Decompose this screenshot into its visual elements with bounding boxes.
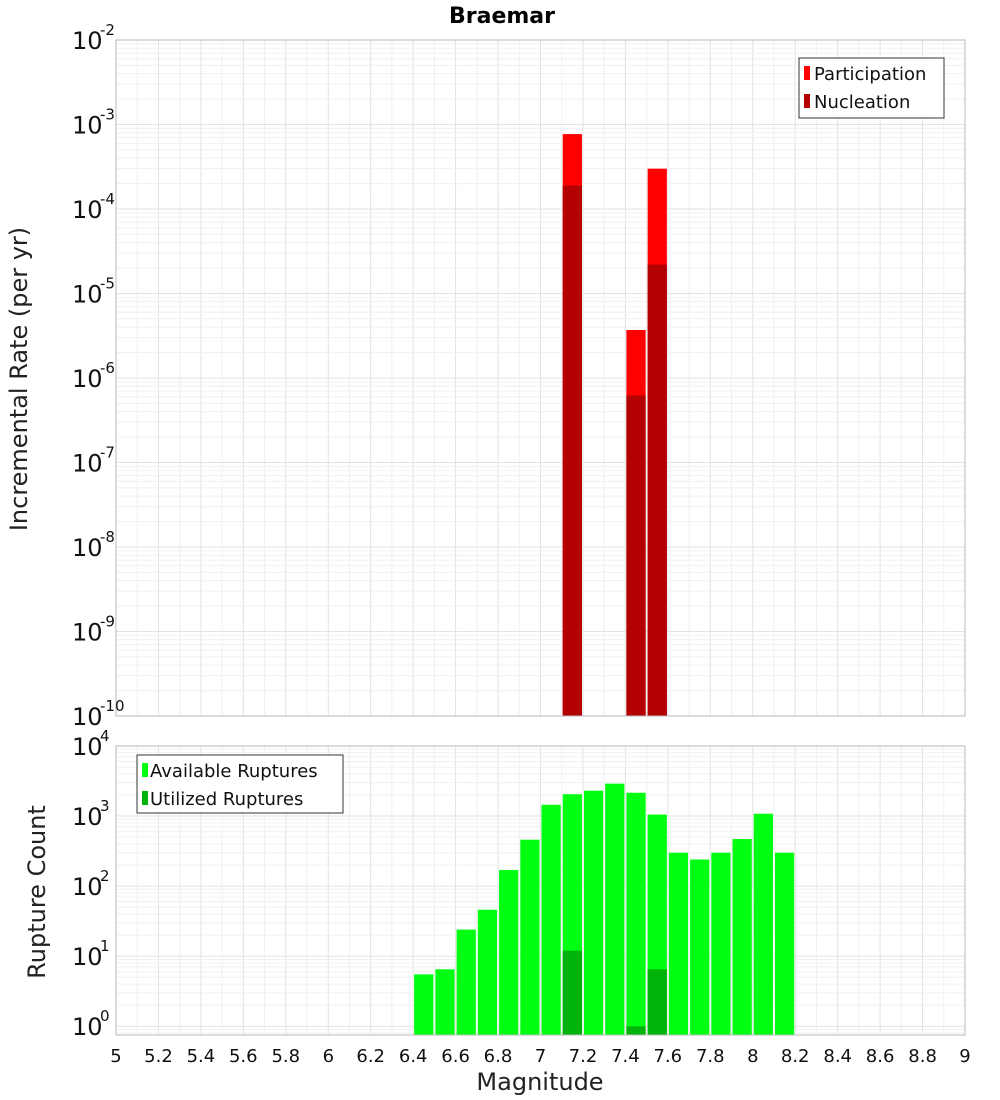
legend-label-available-ruptures: Available Ruptures	[150, 761, 318, 782]
count-bar-available-ruptures	[605, 783, 625, 1035]
count-bar-available-ruptures	[690, 859, 710, 1035]
y-tick-exponent: -2	[100, 21, 115, 39]
legend-label-utilized-ruptures: Utilized Ruptures	[150, 789, 303, 810]
x-tick-label: 8.4	[823, 1046, 852, 1067]
y-tick-exponent: 0	[100, 1007, 110, 1025]
y-tick-label: 10	[72, 281, 103, 309]
x-tick-label: 7.2	[569, 1046, 598, 1067]
count-bar-available-ruptures	[626, 792, 646, 1035]
x-tick-label: 5.4	[187, 1046, 216, 1067]
x-tick-label: 7.6	[653, 1046, 682, 1067]
y-tick-exponent: -6	[100, 359, 115, 377]
y-tick-exponent: -7	[100, 444, 115, 462]
y-tick-label: 10	[72, 450, 103, 478]
count-bar-available-ruptures	[583, 790, 604, 1035]
y-tick-label: 10	[72, 112, 103, 140]
legend-swatch-nucleation	[804, 94, 810, 108]
x-tick-label: 8.8	[908, 1046, 937, 1067]
x-tick-label: 7.8	[696, 1046, 725, 1067]
count-bar-available-ruptures	[477, 909, 498, 1035]
count-bar-available-ruptures	[435, 969, 455, 1035]
count-bar-available-ruptures	[732, 839, 752, 1035]
count-bar-utilized-ruptures	[626, 1026, 646, 1035]
count-bar-available-ruptures	[541, 804, 561, 1035]
y-tick-exponent: -8	[100, 528, 115, 546]
y-tick-label: 10	[72, 703, 103, 731]
legend-swatch-available-ruptures	[142, 763, 148, 777]
count-bars	[414, 783, 795, 1035]
x-tick-label: 5	[110, 1046, 121, 1067]
y-tick-exponent: -4	[100, 190, 115, 208]
count-plot-frame	[115, 745, 966, 1036]
y-tick-label: 10	[72, 196, 103, 224]
count-bar-available-ruptures	[499, 869, 519, 1035]
y-tick-exponent: 4	[100, 727, 110, 745]
x-tick-label: 6.8	[484, 1046, 513, 1067]
y-tick-label: 10	[72, 534, 103, 562]
count-bar-available-ruptures	[774, 852, 795, 1035]
x-tick-label: 8.6	[866, 1046, 895, 1067]
y-tick-exponent: -9	[100, 613, 115, 631]
x-axis-label: Magnitude	[476, 1068, 603, 1096]
rate-bar-nucleation	[626, 395, 646, 716]
legend-label-nucleation: Nucleation	[814, 92, 910, 113]
rate-plot-frame	[115, 39, 966, 717]
count-legend: Available Ruptures Utilized Ruptures	[136, 754, 344, 814]
y-tick-label: 10	[72, 943, 103, 971]
y-tick-label: 10	[72, 873, 103, 901]
rate-bar-nucleation	[562, 185, 582, 716]
x-tick-label: 8.2	[781, 1046, 810, 1067]
y-tick-label: 10	[72, 733, 103, 761]
x-tick-label: 5.6	[229, 1046, 258, 1067]
x-tick-label: 6	[323, 1046, 334, 1067]
x-tick-label: 5.8	[271, 1046, 300, 1067]
x-tick-label: 6.4	[399, 1046, 428, 1067]
count-bar-available-ruptures	[520, 839, 540, 1035]
y-tick-exponent: 3	[100, 797, 110, 815]
count-bar-utilized-ruptures	[562, 950, 582, 1035]
count-bar-utilized-ruptures	[647, 969, 667, 1035]
x-tick-label: 5.2	[144, 1046, 173, 1067]
count-y-axis-label: Rupture Count	[23, 805, 51, 979]
chart-title: Braemar	[449, 4, 555, 29]
y-tick-label: 10	[72, 619, 103, 647]
y-tick-exponent: -5	[100, 275, 115, 293]
count-bar-available-ruptures	[414, 974, 434, 1035]
legend-swatch-utilized-ruptures	[142, 791, 148, 805]
rate-grid	[115, 39, 966, 717]
rate-legend: Participation Nucleation	[798, 57, 945, 119]
magnitude-x-ticks: 5 5.2 5.4 5.6 5.8 6 6.2 6.4 6.6 6.8 7 7.2 7.4 7.6 7.8 8…	[110, 1046, 970, 1067]
count-bar-available-ruptures	[668, 852, 689, 1035]
x-tick-label: 8	[747, 1046, 758, 1067]
rate-bars	[562, 134, 667, 717]
legend-label-participation: Participation	[814, 64, 926, 85]
count-bar-available-ruptures	[456, 929, 476, 1035]
x-tick-label: 9	[959, 1046, 970, 1067]
legend-swatch-participation	[804, 66, 810, 80]
rate-bar-nucleation	[647, 264, 667, 716]
rate-y-axis-label: Incremental Rate (per yr)	[5, 227, 33, 531]
y-tick-label: 10	[72, 365, 103, 393]
count-legend-box	[136, 754, 344, 814]
y-tick-exponent: 1	[100, 937, 110, 955]
x-tick-label: 6.6	[441, 1046, 470, 1067]
y-tick-exponent: 2	[100, 867, 110, 885]
y-tick-label: 10	[72, 27, 103, 55]
y-tick-label: 10	[72, 1013, 103, 1041]
y-tick-exponent: -3	[100, 106, 115, 124]
count-bar-available-ruptures	[711, 852, 731, 1035]
x-tick-label: 7.4	[611, 1046, 640, 1067]
x-tick-label: 6.2	[356, 1046, 385, 1067]
y-tick-exponent: -10	[100, 697, 125, 715]
count-bar-available-ruptures	[753, 813, 773, 1035]
y-tick-label: 10	[72, 803, 103, 831]
count-grid	[115, 745, 966, 1035]
rate-legend-box	[798, 57, 945, 119]
x-tick-label: 7	[535, 1046, 546, 1067]
